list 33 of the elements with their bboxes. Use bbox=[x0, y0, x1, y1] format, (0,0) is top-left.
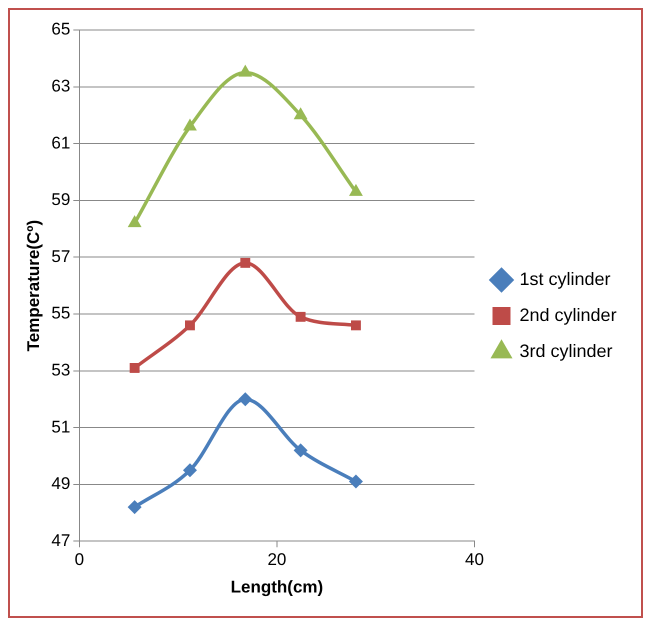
y-tick-label: 57 bbox=[51, 246, 70, 266]
point bbox=[238, 392, 252, 406]
y-tick-label: 61 bbox=[51, 133, 70, 152]
y-tick-label: 63 bbox=[51, 76, 70, 96]
y-tick-label: 65 bbox=[51, 20, 70, 39]
point bbox=[183, 118, 197, 131]
y-tick-label: 53 bbox=[51, 360, 70, 380]
point bbox=[296, 312, 306, 322]
point bbox=[350, 320, 361, 330]
y-axis-title: Temperature(Cº) bbox=[24, 220, 43, 352]
point bbox=[349, 184, 363, 196]
legend-label: 3rd cylinder bbox=[520, 340, 613, 361]
y-tick-label: 59 bbox=[51, 190, 70, 210]
x-tick-label: 0 bbox=[74, 550, 84, 570]
y-tick-label: 51 bbox=[51, 417, 70, 436]
point bbox=[128, 500, 142, 514]
x-tick-label: 40 bbox=[465, 550, 484, 570]
legend-label: 2nd cylinder bbox=[520, 304, 617, 325]
y-tick-label: 55 bbox=[51, 304, 70, 323]
point bbox=[182, 463, 197, 478]
y-tick-label: 49 bbox=[51, 474, 70, 494]
x-axis-title: Length(cm) bbox=[230, 577, 324, 596]
point bbox=[128, 215, 142, 228]
point bbox=[294, 443, 308, 458]
x-tick-label: 20 bbox=[267, 550, 286, 570]
legend-label: 1st cylinder bbox=[520, 268, 611, 289]
point bbox=[348, 474, 363, 489]
point bbox=[130, 363, 140, 373]
point bbox=[240, 258, 250, 268]
y-tick-label: 47 bbox=[51, 530, 70, 550]
point bbox=[294, 107, 308, 120]
point bbox=[185, 320, 195, 330]
point bbox=[238, 64, 252, 77]
